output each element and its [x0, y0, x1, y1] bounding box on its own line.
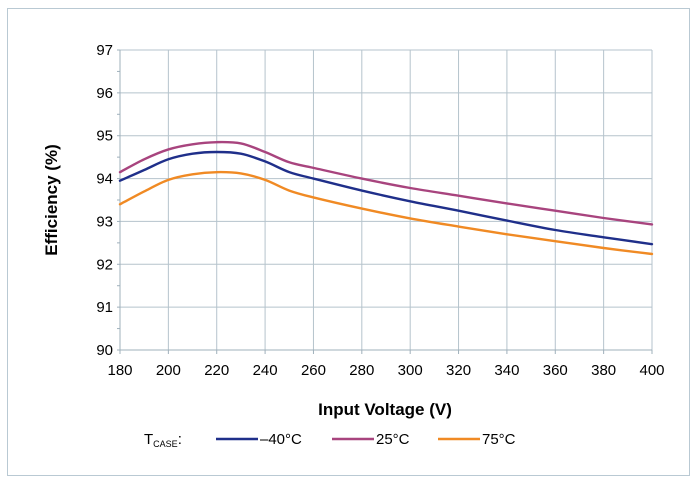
legend: TCASE: –40°C 25°C 75°C	[144, 431, 516, 449]
x-tick-label: 180	[107, 362, 132, 379]
x-tick-label: 260	[301, 362, 326, 379]
x-tick-label: 360	[543, 362, 568, 379]
x-tick-label: 380	[591, 362, 616, 379]
y-axis-title: Efficiency (%)	[42, 144, 61, 255]
x-tick-label: 220	[204, 362, 229, 379]
series-line-2	[118, 140, 654, 226]
y-tick-label: 96	[96, 85, 113, 102]
legend-prefix-sub: CASE	[153, 439, 178, 449]
series-layer	[118, 140, 654, 256]
x-tick-label: 340	[494, 362, 519, 379]
x-tick-label: 320	[446, 362, 471, 379]
grid-layer	[120, 49, 653, 350]
x-tick-label: 300	[398, 362, 423, 379]
series-line-1	[118, 150, 654, 246]
legend-label-2: 25°C	[376, 431, 410, 448]
chart-frame	[7, 8, 690, 476]
y-tick-label: 93	[96, 213, 113, 230]
x-tick-label: 280	[349, 362, 374, 379]
x-tick-label: 240	[253, 362, 278, 379]
y-tick-label: 94	[96, 171, 113, 188]
legend-prefix-suffix: :	[178, 431, 182, 448]
tick-label-layer: 90 91 92 93 94 95 96 97 180 200 220 240 260 280 300 320…	[96, 42, 664, 379]
x-axis-title: Input Voltage (V)	[318, 400, 452, 419]
legend-prefix: TCASE:	[144, 431, 182, 449]
legend-label-3: 75°C	[482, 431, 516, 448]
y-tick-label: 91	[96, 299, 113, 316]
legend-prefix-main: T	[144, 431, 153, 448]
x-tick-label: 400	[639, 362, 664, 379]
axis-layer	[117, 49, 653, 354]
y-tick-label: 95	[96, 128, 113, 145]
y-tick-label: 97	[96, 42, 113, 59]
y-tick-label: 92	[96, 256, 113, 273]
legend-label-1: –40°C	[260, 431, 302, 448]
series-line-3	[118, 170, 654, 256]
x-tick-label: 200	[156, 362, 181, 379]
legend-items: –40°C 25°C 75°C	[216, 431, 516, 448]
y-tick-label: 90	[96, 342, 113, 359]
